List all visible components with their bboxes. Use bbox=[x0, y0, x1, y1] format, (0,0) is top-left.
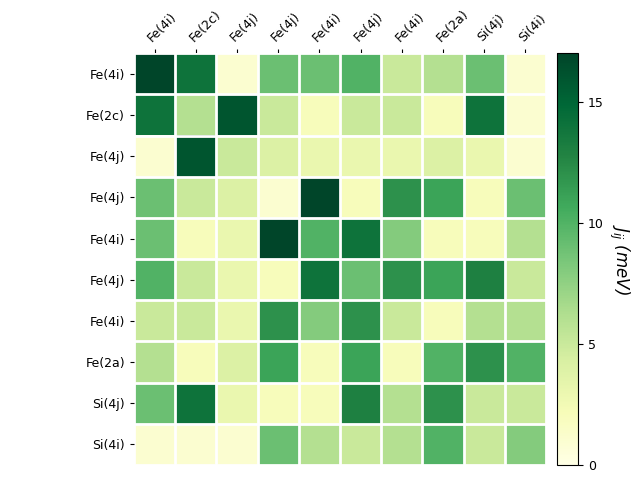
Y-axis label: $J_{ij}$ (meV): $J_{ij}$ (meV) bbox=[607, 224, 632, 295]
